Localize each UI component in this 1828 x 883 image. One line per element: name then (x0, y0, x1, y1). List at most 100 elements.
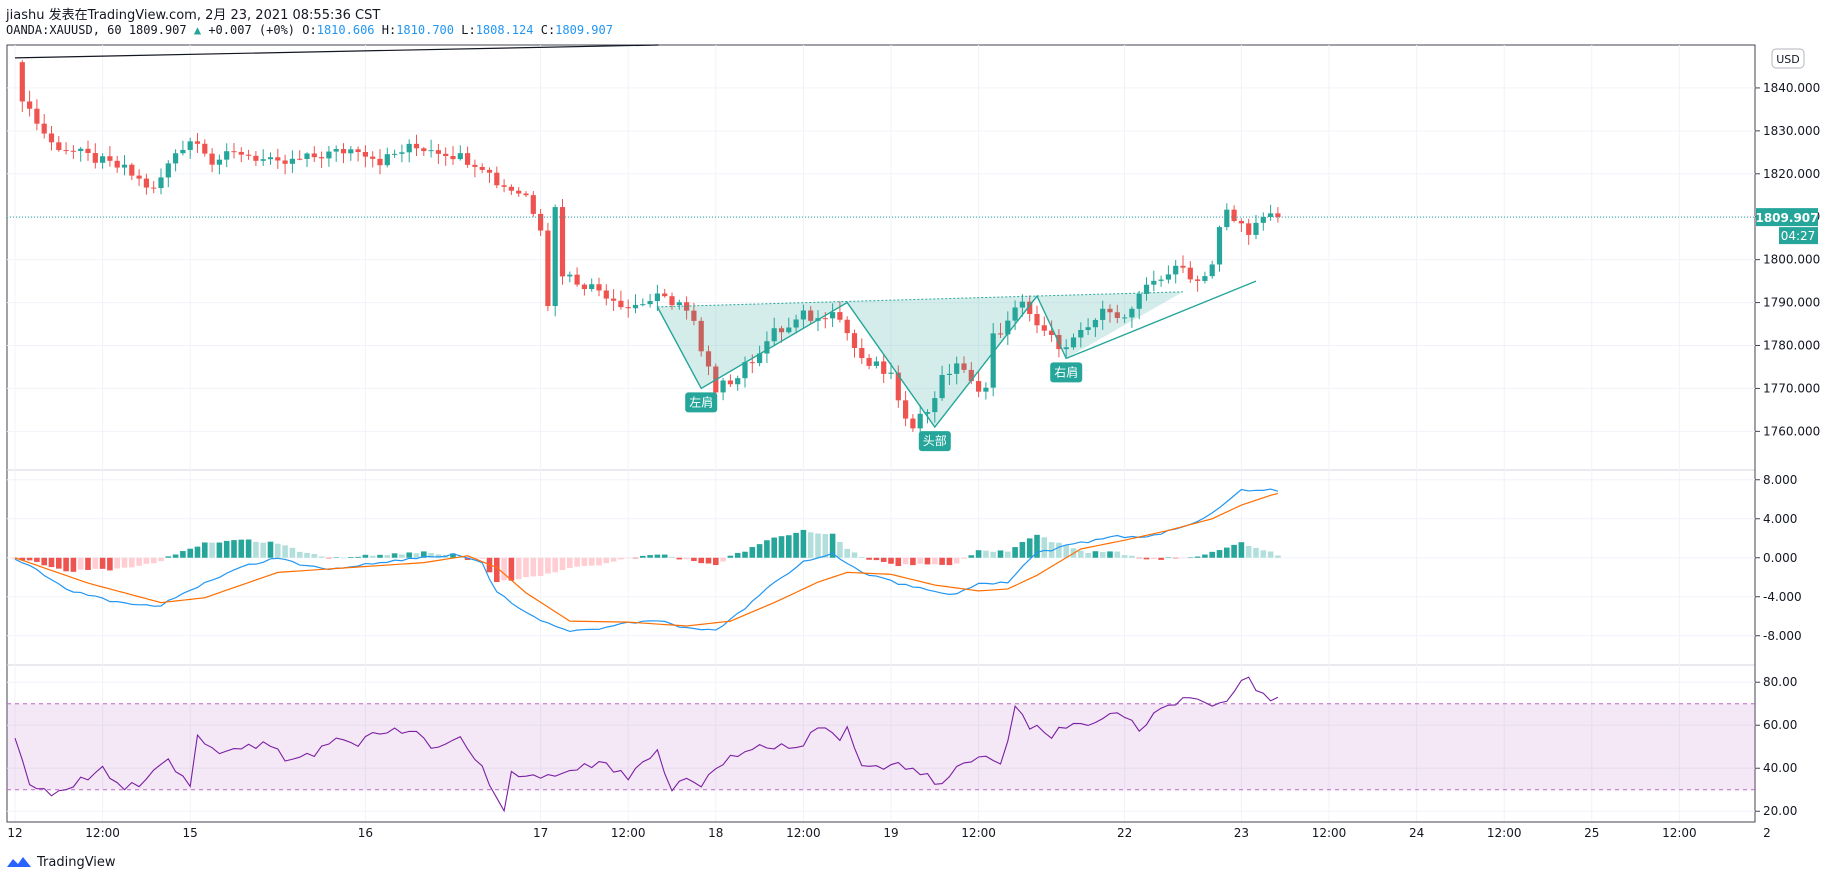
candle (121, 155, 128, 176)
candle-body (78, 148, 84, 152)
candle-body (173, 153, 179, 164)
histogram-bar (647, 555, 653, 558)
candle-body (990, 333, 996, 388)
candle (1019, 294, 1025, 317)
candle-body (1049, 330, 1055, 335)
head-label-bg (918, 431, 951, 452)
candle (705, 345, 712, 376)
histogram-bar (552, 557, 558, 573)
candle (1253, 214, 1259, 240)
histogram-bar (873, 557, 880, 561)
candle-body (348, 149, 354, 154)
histogram-bar (771, 537, 777, 558)
right-shoulder-label-text: 右肩 (1054, 364, 1078, 379)
histogram-bar (172, 554, 179, 558)
candle-body (793, 319, 799, 328)
candle (778, 325, 785, 343)
y-tick-label: -8.000 (1763, 629, 1802, 643)
candle (340, 143, 347, 164)
candle (676, 299, 682, 310)
x-tick-label: 16 (358, 826, 373, 840)
candle-body (224, 151, 230, 160)
histogram-bar (121, 557, 128, 568)
histogram-bar (70, 557, 77, 572)
candle (640, 298, 646, 307)
y-tick-label: 0.000 (1763, 551, 1797, 565)
candle (786, 317, 792, 334)
candle-body (114, 160, 120, 168)
candle-body (253, 155, 259, 161)
candle-body (1246, 223, 1252, 235)
y-tick-label: -4.000 (1763, 590, 1802, 604)
histogram-bar (326, 557, 332, 559)
candle-body (231, 151, 237, 153)
candle (180, 140, 186, 156)
candle-body (611, 298, 617, 301)
histogram-bar (1048, 542, 1055, 558)
histogram-bar (530, 557, 537, 577)
candle (1224, 203, 1230, 231)
candle-body (1107, 308, 1113, 313)
candle-body (19, 62, 25, 102)
candle (450, 146, 456, 165)
candle (1034, 305, 1040, 334)
candle (1187, 261, 1193, 283)
trading-chart[interactable]: 12 12:00 15 16 17 12:00 18 12:00 19 12:00 22 23 12:0… (0, 0, 1828, 850)
candle (1165, 265, 1171, 284)
candle-body (27, 101, 33, 109)
candle (559, 199, 566, 285)
histogram-bar (786, 535, 792, 558)
candle-body (662, 293, 668, 297)
candle (202, 139, 208, 157)
candle-body (1209, 264, 1215, 277)
candle-body (85, 148, 91, 154)
histogram-bar (727, 555, 734, 558)
candle (589, 278, 595, 292)
candle (516, 187, 522, 197)
candle-body (136, 175, 142, 179)
candle-body (822, 318, 828, 320)
candle (1005, 311, 1011, 345)
candle (165, 160, 171, 188)
high-value: 1810.700 (396, 23, 454, 37)
candle (304, 152, 310, 168)
histogram-bar (1129, 555, 1135, 558)
candle-body (881, 361, 887, 374)
candle-body (559, 207, 566, 277)
histogram-bar (1267, 551, 1274, 558)
x-tick-label: 19 (883, 826, 898, 840)
candle-body (326, 151, 332, 159)
histogram-bar (194, 546, 201, 558)
candle-body (647, 301, 653, 305)
candle (873, 356, 879, 369)
open-label: O: (302, 23, 317, 37)
candle-body (764, 341, 770, 354)
candle (530, 191, 536, 217)
candle-body (932, 398, 938, 413)
candle (63, 142, 69, 155)
histogram-bar (1114, 551, 1121, 558)
candle-body (545, 230, 551, 307)
candle-body (1100, 308, 1106, 320)
histogram-bar (267, 541, 274, 558)
candle-body (267, 157, 274, 160)
candle-body (654, 293, 660, 302)
histogram-bar (187, 548, 193, 558)
candle-body (910, 418, 916, 429)
candle (78, 146, 84, 162)
histogram-bar (275, 543, 281, 558)
histogram-bar (1202, 554, 1208, 558)
candle-body (129, 164, 135, 176)
candle-body (640, 304, 646, 306)
head-label: 头部 (918, 431, 951, 452)
candle (143, 173, 149, 195)
candle-body (340, 149, 347, 154)
candle (392, 149, 398, 158)
candle (275, 148, 281, 169)
histogram-bar (815, 533, 821, 558)
candle-body (1187, 267, 1193, 280)
histogram-bar (209, 542, 215, 558)
histogram-bar (537, 557, 544, 577)
histogram-bar (421, 551, 427, 558)
y-tick-label: 40.00 (1763, 761, 1797, 775)
